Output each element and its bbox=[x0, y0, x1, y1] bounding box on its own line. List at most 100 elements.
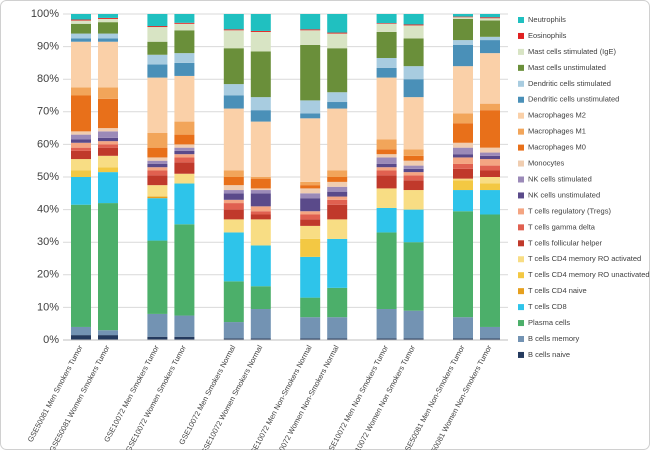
legend-label: T cells CD4 memory RO activated bbox=[528, 254, 641, 263]
bar-segment bbox=[71, 19, 91, 21]
bar-segment bbox=[453, 180, 473, 191]
bar-segment bbox=[174, 224, 195, 316]
bar-segment bbox=[98, 172, 118, 204]
bar-segment bbox=[98, 17, 118, 19]
y-tick-label: 80% bbox=[37, 73, 59, 85]
bar-segment bbox=[147, 132, 168, 148]
bar-segment bbox=[250, 193, 271, 207]
bar-segment bbox=[98, 203, 118, 331]
bar-segment bbox=[403, 25, 424, 39]
legend-label: Plasma cells bbox=[528, 318, 570, 327]
bar-segment bbox=[376, 14, 397, 24]
bar-segment bbox=[223, 232, 244, 282]
bar-segment bbox=[300, 181, 321, 186]
bar-segment bbox=[174, 75, 195, 122]
bar-segment bbox=[327, 48, 348, 93]
bar-segment bbox=[174, 30, 195, 54]
bar-segment bbox=[453, 14, 473, 17]
bar-segment bbox=[98, 144, 118, 148]
bar-segment bbox=[453, 178, 473, 181]
bar-segment bbox=[376, 175, 397, 189]
bar-segment bbox=[376, 157, 397, 164]
bar-segment bbox=[300, 211, 321, 215]
bar-segment bbox=[300, 198, 321, 212]
legend-label: NK cells stimulated bbox=[528, 174, 592, 183]
bar-segment bbox=[250, 219, 271, 246]
legend-label: B cells memory bbox=[528, 334, 580, 343]
bar-segment bbox=[71, 131, 91, 135]
bar-segment bbox=[147, 175, 168, 186]
bar-segment bbox=[327, 92, 348, 103]
legend-swatch bbox=[518, 160, 524, 167]
bar-segment bbox=[223, 190, 244, 194]
legend-label: Mast cells unstimulated bbox=[528, 63, 606, 72]
bar-segment bbox=[300, 238, 321, 257]
bar-segment bbox=[403, 242, 424, 311]
bar-segment bbox=[376, 23, 397, 24]
bar-segment bbox=[300, 225, 321, 239]
bar-segment bbox=[71, 170, 91, 177]
bar-segment bbox=[98, 131, 118, 138]
bar-segment bbox=[250, 214, 271, 220]
legend-swatch bbox=[518, 256, 524, 263]
bar-segment bbox=[480, 147, 500, 153]
bar-segment bbox=[223, 338, 244, 340]
bar-segment bbox=[376, 58, 397, 68]
bar-segment bbox=[147, 185, 168, 197]
bar-segment bbox=[250, 110, 271, 122]
bar-segment bbox=[480, 190, 500, 215]
legend-swatch bbox=[518, 288, 524, 295]
bar-segment bbox=[71, 38, 91, 42]
bar-segment bbox=[376, 309, 397, 339]
bar-segment bbox=[71, 326, 91, 336]
bar-segment bbox=[71, 204, 91, 327]
bar-segment bbox=[223, 193, 244, 200]
legend-swatch bbox=[518, 272, 524, 279]
y-tick-label: 20% bbox=[37, 269, 59, 281]
bar-segment bbox=[403, 97, 424, 150]
bar-segment bbox=[98, 137, 118, 142]
bar-segment bbox=[403, 190, 424, 210]
bar-segment bbox=[250, 178, 271, 189]
bar-segment bbox=[147, 26, 168, 28]
bar-segment bbox=[327, 108, 348, 171]
bar-segment bbox=[300, 317, 321, 339]
bar-segment bbox=[403, 310, 424, 339]
bar-segment bbox=[480, 170, 500, 177]
bar-segment bbox=[147, 41, 168, 55]
bar-segment bbox=[71, 142, 91, 148]
bar-segment bbox=[376, 170, 397, 176]
bar-segment bbox=[174, 22, 195, 24]
bar-segment bbox=[223, 177, 244, 186]
bar-segment bbox=[403, 66, 424, 80]
bar-segment bbox=[480, 20, 500, 37]
bar-segment bbox=[174, 144, 195, 148]
bar-segment bbox=[327, 238, 348, 288]
bar-segment bbox=[223, 30, 244, 49]
bar-segment bbox=[327, 204, 348, 220]
legend-swatch bbox=[518, 17, 524, 23]
bar-segment bbox=[453, 142, 473, 148]
bar-segment bbox=[71, 159, 91, 171]
legend-label: NK cells unstimulated bbox=[528, 190, 600, 199]
bar-segment bbox=[223, 48, 244, 85]
bar-segment bbox=[98, 98, 118, 129]
bar-segment bbox=[480, 177, 500, 184]
bar-segment bbox=[300, 30, 321, 45]
legend-swatch bbox=[518, 351, 524, 358]
y-tick-label: 100% bbox=[31, 8, 59, 20]
legend-label: Eosinophils bbox=[528, 31, 567, 40]
legend-swatch bbox=[518, 144, 524, 151]
bar-segment bbox=[480, 165, 500, 171]
bar-segment bbox=[250, 30, 271, 32]
y-tick-label: 30% bbox=[37, 236, 59, 248]
bar-segment bbox=[250, 206, 271, 212]
bar-segment bbox=[480, 338, 500, 340]
bar-segment bbox=[147, 14, 168, 27]
bar-segment bbox=[98, 141, 118, 145]
bar-segment bbox=[480, 40, 500, 54]
bar-segment bbox=[71, 139, 91, 143]
bar-segment bbox=[174, 315, 195, 337]
bar-segment bbox=[98, 128, 118, 132]
bar-segment bbox=[376, 232, 397, 310]
